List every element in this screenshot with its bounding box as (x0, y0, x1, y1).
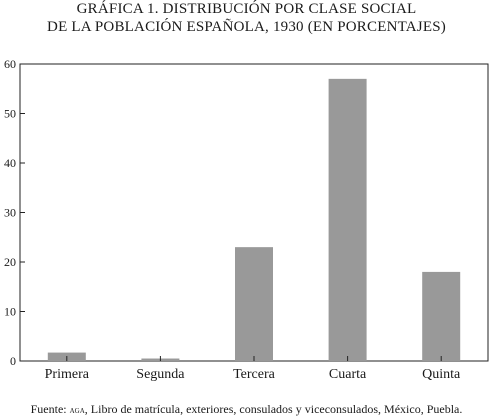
source-abbreviation: aga (69, 405, 85, 416)
chart-source: Fuente: aga, Libro de matrícula, exterio… (0, 402, 493, 418)
x-category-label: Tercera (233, 367, 276, 382)
y-tick-label: 40 (4, 156, 16, 170)
source-prefix: Fuente: (30, 402, 70, 416)
bar-tercera (235, 247, 273, 361)
x-category-label: Primera (45, 367, 90, 382)
y-tick-label: 60 (4, 57, 16, 71)
y-tick-label: 0 (10, 354, 16, 368)
chart-title-line-1: GRÁFICA 1. DISTRIBUCIÓN POR CLASE SOCIAL (76, 1, 417, 17)
x-category-label: Segunda (136, 367, 185, 382)
source-text: , Libro de matrícula, exteriores, consul… (84, 402, 463, 416)
bar-cuarta (328, 78, 367, 361)
y-tick-label: 30 (4, 206, 16, 220)
x-category-label: Quinta (422, 367, 461, 382)
chart-title-line-2: DE LA POBLACIÓN ESPAÑOLA, 1930 (EN PORCE… (47, 19, 446, 35)
y-tick-label: 50 (4, 107, 16, 121)
bar-quinta (422, 271, 461, 361)
plot-area: 0 10 20 30 40 50 60 Primera Segunda Tercera Cuarta… (4, 57, 489, 382)
y-tick-label: 10 (4, 305, 16, 319)
x-category-label: Cuarta (329, 367, 367, 382)
y-tick-label: 20 (4, 255, 16, 269)
